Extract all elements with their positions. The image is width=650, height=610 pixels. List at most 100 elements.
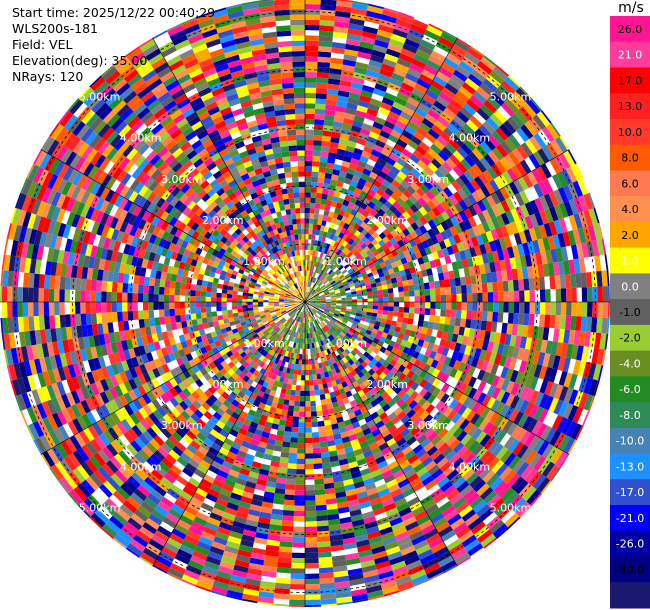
velocity-gate: [484, 409, 496, 422]
velocity-gate: [322, 409, 329, 416]
velocity-gate: [96, 312, 103, 324]
velocity-gate: [305, 207, 310, 214]
velocity-gate: [305, 484, 315, 491]
velocity-gate: [327, 157, 336, 164]
velocity-gate: [427, 228, 436, 238]
velocity-gate: [395, 276, 403, 283]
velocity-gate: [390, 320, 398, 327]
velocity-gate: [349, 17, 365, 26]
velocity-gate: [318, 291, 324, 295]
velocity-gate: [366, 213, 375, 221]
velocity-gate: [307, 292, 310, 298]
velocity-gate: [379, 101, 393, 111]
velocity-gate: [398, 364, 406, 373]
velocity-gate: [305, 599, 321, 606]
velocity-gate: [550, 248, 559, 263]
velocity-gate: [430, 302, 436, 309]
velocity-gate: [552, 234, 561, 249]
velocity-gate: [305, 500, 316, 506]
velocity-gate: [333, 21, 350, 29]
velocity-gate: [137, 310, 144, 320]
velocity-gate: [402, 211, 411, 220]
velocity-gate: [394, 377, 403, 386]
velocity-gate: [383, 270, 390, 277]
velocity-gate: [307, 286, 310, 293]
velocity-gate: [519, 504, 532, 518]
velocity-gate: [394, 326, 401, 333]
velocity-gate: [336, 300, 342, 302]
velocity-gate: [329, 290, 335, 294]
velocity-gate: [288, 452, 298, 459]
velocity-gate: [533, 132, 547, 149]
velocity-gate: [444, 255, 452, 265]
velocity-gate: [292, 536, 305, 543]
velocity-gate: [533, 226, 543, 240]
velocity-gate: [315, 313, 320, 318]
velocity-gate: [359, 127, 371, 137]
velocity-gate: [291, 379, 297, 386]
velocity-gate: [528, 362, 538, 377]
velocity-gate: [335, 308, 341, 312]
velocity-gate: [436, 203, 446, 214]
velocity-gate: [558, 434, 571, 452]
velocity-gate: [457, 404, 468, 416]
velocity-gate: [350, 7, 367, 16]
velocity-gate: [488, 352, 497, 364]
velocity-gate: [322, 259, 327, 265]
velocity-gate: [395, 337, 403, 345]
velocity-gate: [582, 226, 592, 243]
velocity-gate: [486, 96, 501, 110]
velocity-gate: [535, 338, 543, 353]
velocity-gate: [345, 172, 354, 180]
velocity-gate: [346, 294, 352, 298]
velocity-gate: [516, 461, 530, 477]
velocity-gate: [384, 338, 391, 345]
velocity-gate: [323, 265, 328, 272]
velocity-gate: [312, 283, 316, 289]
velocity-gate: [319, 161, 328, 168]
velocity-gate: [336, 148, 346, 156]
velocity-gate: [397, 286, 404, 293]
velocity-gate: [422, 320, 429, 329]
velocity-gate: [393, 188, 403, 198]
velocity-gate: [278, 551, 292, 558]
velocity-gate: [503, 302, 509, 313]
velocity-gate: [351, 304, 358, 308]
velocity-gate: [305, 176, 312, 182]
velocity-gate: [395, 398, 405, 407]
velocity-gate: [310, 276, 314, 283]
velocity-gate: [423, 151, 435, 163]
velocity-gate: [469, 94, 484, 108]
velocity-gate: [467, 167, 479, 180]
velocity-gate: [422, 231, 431, 241]
velocity-gate: [294, 495, 305, 501]
velocity-gate: [519, 159, 532, 174]
velocity-gate: [411, 324, 418, 332]
velocity-gate: [486, 473, 500, 487]
velocity-gate: [393, 161, 404, 171]
velocity-gate: [476, 107, 490, 121]
velocity-gate: [320, 297, 326, 300]
velocity-gate: [404, 396, 414, 406]
velocity-gate: [201, 317, 208, 324]
velocity-gate: [528, 404, 540, 419]
velocity-gate: [308, 228, 313, 235]
velocity-gate: [465, 275, 472, 286]
velocity-gate: [440, 230, 449, 241]
velocity-gate: [597, 223, 604, 239]
velocity-gate: [446, 245, 455, 256]
velocity-gate: [383, 7, 400, 14]
velocity-gate: [324, 172, 333, 180]
velocity-gate: [524, 467, 538, 483]
velocity-gate: [562, 185, 574, 201]
velocity-gate: [329, 320, 335, 326]
velocity-gate: [416, 420, 428, 431]
velocity-gate: [428, 55, 444, 67]
velocity-gate: [462, 396, 473, 408]
velocity-gate: [416, 270, 423, 279]
velocity-gate: [339, 267, 346, 273]
velocity-gate: [326, 88, 339, 96]
velocity-gate: [427, 274, 435, 283]
velocity-gate: [410, 230, 419, 240]
velocity-gate: [456, 260, 464, 270]
